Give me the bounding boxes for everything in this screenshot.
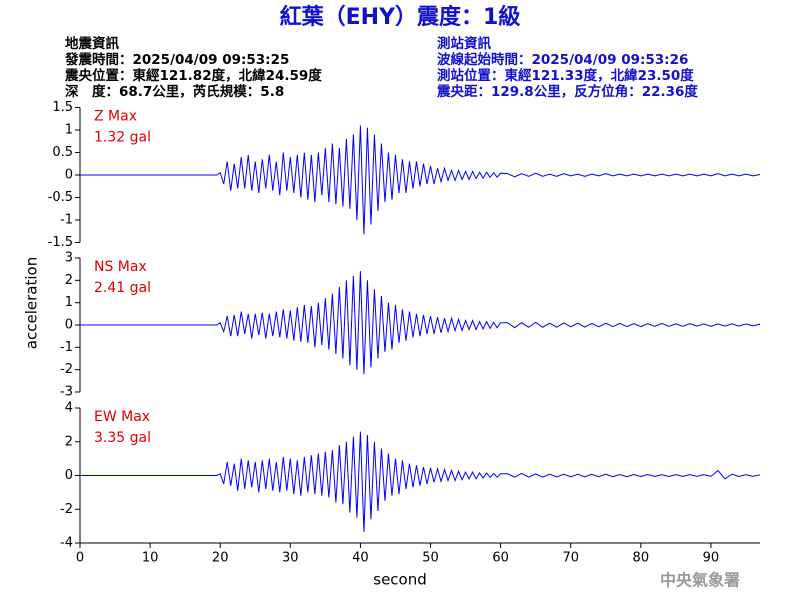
info-line: 深 度：68.7公里，芮氏規模：5.8 — [65, 83, 284, 100]
y-tick-label: 0.5 — [52, 145, 73, 160]
y-tick-label: -1 — [60, 213, 73, 228]
y-tick-label: 2 — [65, 273, 73, 288]
info-heading: 測站資訊 — [437, 35, 491, 52]
x-tick-label: 30 — [282, 551, 299, 566]
footer: 中央氣象署 — [660, 571, 740, 590]
x-tick-label: 10 — [142, 551, 159, 566]
waveform — [80, 271, 761, 375]
x-axis-label: second — [373, 571, 427, 589]
info-line: 震央位置：東經121.82度，北緯24.59度 — [64, 67, 322, 84]
title: 紅葉（EHY）震度：1級 — [280, 4, 521, 30]
y-tick-label: 0 — [65, 468, 73, 483]
y-axis-label: acceleration — [23, 257, 41, 349]
x-tick-label: 0 — [76, 551, 84, 566]
y-tick-label: 1 — [65, 123, 73, 138]
info-heading: 地震資訊 — [65, 35, 119, 52]
legend-max: 2.41 gal — [94, 280, 151, 296]
waveform — [80, 125, 761, 235]
y-tick-label: 4 — [65, 401, 73, 416]
legend-label: Z Max — [94, 109, 137, 125]
info-line: 波線起始時間：2025/04/09 09:53:26 — [437, 51, 688, 68]
y-tick-label: -4 — [60, 536, 73, 551]
waveform — [80, 431, 761, 533]
x-tick-label: 90 — [703, 551, 720, 566]
y-tick-label: 0 — [65, 318, 73, 333]
y-tick-label: -1 — [60, 340, 73, 355]
y-tick-label: 0 — [65, 168, 73, 183]
y-tick-label: 3 — [65, 251, 73, 266]
x-tick-label: 50 — [422, 551, 439, 566]
y-tick-label: -3 — [60, 385, 73, 400]
y-tick-label: -1.5 — [48, 235, 73, 250]
y-tick-label: 1.5 — [52, 100, 73, 115]
y-tick-label: 1 — [65, 295, 73, 310]
y-tick-label: -0.5 — [48, 190, 73, 205]
legend-label: EW Max — [94, 409, 150, 425]
x-tick-label: 70 — [562, 551, 579, 566]
legend-max: 3.35 gal — [94, 430, 151, 446]
y-tick-label: -2 — [60, 362, 73, 377]
info-line: 震央距：129.8公里，反方位角：22.36度 — [436, 83, 698, 100]
legend-label: NS Max — [94, 259, 147, 275]
x-tick-label: 40 — [352, 551, 369, 566]
x-tick-label: 20 — [212, 551, 229, 566]
y-tick-label: -2 — [60, 502, 73, 517]
info-line: 測站位置：東經121.33度，北緯23.50度 — [437, 67, 694, 84]
info-line: 發震時間：2025/04/09 09:53:25 — [64, 51, 289, 68]
x-tick-label: 60 — [492, 551, 509, 566]
legend-max: 1.32 gal — [94, 130, 151, 146]
y-tick-label: 2 — [65, 434, 73, 449]
x-tick-label: 80 — [633, 551, 650, 566]
